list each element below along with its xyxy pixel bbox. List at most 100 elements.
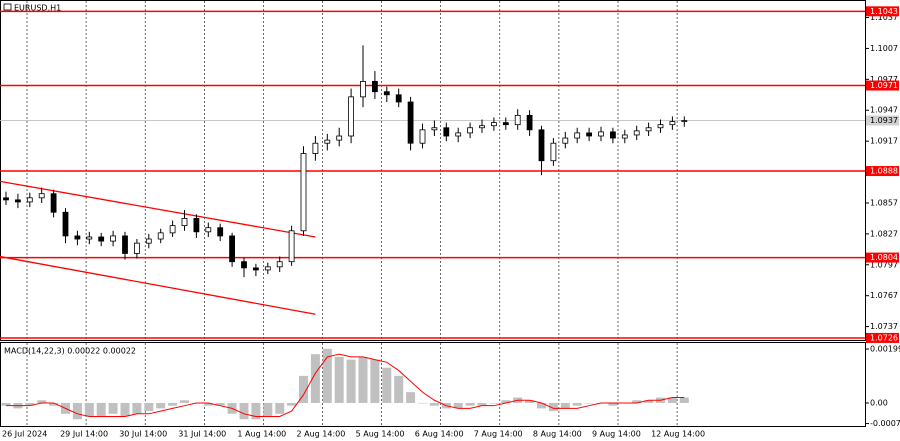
x-tick-label: 30 Jul 14:00 [119,430,167,439]
macd-bar [429,402,439,406]
macd-bar [84,402,94,417]
candle-body [3,197,9,201]
macd-bar [453,402,463,409]
trendline [0,180,316,238]
candle-body [336,135,343,141]
x-tick-label: 31 Jul 14:00 [178,430,226,439]
candle-body [324,139,331,144]
candle-body [181,218,188,227]
x-tick-label: 1 Aug 14:00 [237,430,286,439]
y-tick-label: 0.00 [870,398,888,407]
candle-body [312,142,319,154]
macd-bar [418,402,427,404]
macd-bar [358,356,368,403]
candle-body [360,80,366,98]
chart-title: EURUSD,H1 [14,4,61,13]
candle-body [455,132,462,137]
candle-body [610,131,616,139]
macd-bar [299,375,308,403]
candle-body [514,114,521,126]
trendline [0,255,316,315]
x-tick-label: 26 Jul 2024 [2,430,47,439]
candle-body [110,235,116,242]
candle-body [193,218,200,233]
candle-body [276,261,283,268]
candle-body [371,80,378,93]
candle-body [252,267,259,271]
candle-body [502,122,509,126]
macd-bar [370,359,380,403]
x-tick-label: 12 Aug 14:00 [651,430,705,439]
macd-bar [168,402,178,406]
macd-bar [632,400,642,403]
macd-bar [560,402,570,409]
macd-bar [584,402,594,404]
candle-body [657,124,664,129]
x-tick-label: 9 Aug 14:00 [592,430,641,439]
candle-body [288,230,295,263]
macd-bar [465,402,475,406]
macd-bar [346,359,356,403]
macd-bar [548,402,558,412]
macd-bar [501,400,511,403]
indicator-panel [0,342,866,427]
x-tick-label: 8 Aug 14:00 [533,430,582,439]
candle-body [229,235,236,263]
macd-bar [263,402,273,417]
macd-bar [203,402,213,406]
candle-body [26,197,33,203]
macd-bar [156,402,166,409]
level-label: 1.1043 [870,7,898,16]
y-tick-label: 1.1007 [870,44,898,53]
level-box [866,6,899,17]
macd-bar [572,402,582,406]
level-label: 1.0804 [870,253,898,262]
candle-body [550,142,557,162]
level-box [866,332,899,343]
macd-bar [679,397,689,403]
candle-body [407,101,414,144]
x-tick-label: 6 Aug 14:00 [415,430,464,439]
y-tick-label: 0.00199 [870,345,900,354]
candle-body [538,129,545,162]
candle-body [133,242,140,254]
macd-bar [477,402,487,406]
candle-body [443,127,450,137]
macd-bar [287,402,297,406]
candle-body [383,91,390,96]
macd-bar [239,402,249,420]
macd-bar [537,402,546,409]
candle-body [395,94,402,103]
level-label: 1.0888 [870,167,898,176]
candle-body [122,235,128,254]
macd-bar [322,348,332,403]
x-tick-label: 7 Aug 14:00 [474,430,523,439]
candle-body [74,235,81,240]
current-price-box [866,115,899,126]
candle-body [562,137,569,144]
candle-body [50,193,57,213]
y-tick-label: 1.0737 [870,322,898,331]
macd-bar [310,354,320,403]
candle-body [300,153,307,232]
candle-body [645,127,652,132]
candle-body [586,132,592,137]
candle-body [490,122,497,127]
macd-bar [49,402,59,406]
y-tick-label: 1.0767 [870,291,898,300]
candle-body [479,125,485,129]
y-tick-label: 1.1037 [870,13,898,22]
macd-bar [180,400,189,403]
candle-body [86,236,93,240]
y-tick-label: 1.0857 [870,198,898,207]
candle-body [633,130,640,136]
level-box [866,80,899,91]
chart-icon [3,3,12,11]
current-price-label: 1.0937 [870,116,898,125]
macd-bar [334,356,344,403]
macd-bar [489,402,499,404]
macd-bar [37,400,47,403]
candle-body [145,238,152,244]
macd-bar [608,402,618,406]
